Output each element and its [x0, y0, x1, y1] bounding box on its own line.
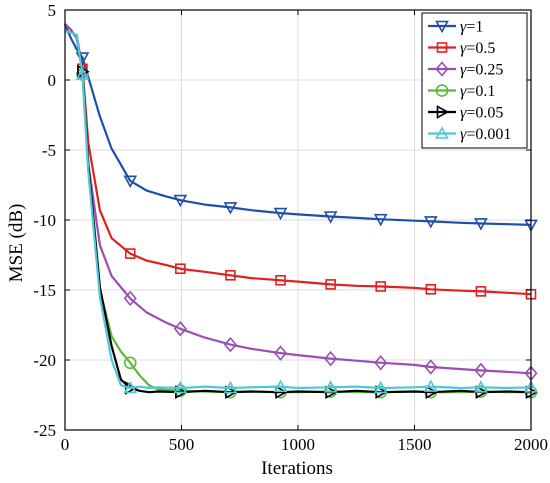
legend-value: =0.001 [466, 126, 511, 143]
triangle-up-marker [173, 380, 188, 394]
legend: γ=1γ=0.5γ=0.25γ=0.1γ=0.05γ=0.001 [421, 12, 528, 149]
triangle-down-marker [123, 175, 138, 188]
diamond-marker [474, 362, 488, 379]
triangle-down-marker [223, 202, 238, 215]
triangle-down-marker [273, 207, 288, 221]
triangle-down-marker [435, 20, 449, 34]
triangle-up-marker [273, 379, 288, 392]
triangle-up-marker [323, 380, 338, 393]
legend-value: =0.25 [466, 62, 503, 79]
legend-label: γ=0.05 [460, 105, 503, 122]
legend-gamma-symbol: γ [460, 40, 467, 57]
diamond-marker [374, 354, 388, 371]
legend-value: =0.05 [466, 105, 503, 122]
legend-entry: γ=0.001 [428, 126, 511, 143]
triangle-right-marker [124, 381, 138, 395]
square-marker [475, 286, 487, 297]
square-marker [425, 283, 437, 295]
y-tick-label: -20 [33, 351, 56, 370]
triangle-up-marker [435, 126, 449, 139]
square-marker [124, 248, 136, 259]
circle-marker [435, 84, 449, 97]
diamond-marker [123, 290, 137, 307]
axes: 0 500 1000 1500 2000 5 0 -5 -10 -15 -20 -25 [33, 1, 548, 454]
legend-label: γ=0.25 [460, 62, 503, 79]
legend-gamma-symbol: γ [460, 62, 467, 79]
legend-box [421, 12, 528, 149]
diamond-marker [435, 61, 449, 77]
legend-entry: γ=1 [428, 19, 483, 36]
triangle-down-marker [323, 211, 338, 224]
legend-value: =1 [466, 19, 483, 36]
square-marker [325, 279, 336, 290]
series-line [64, 29, 532, 390]
y-tick-label: -15 [33, 281, 56, 300]
y-tick-label: -10 [33, 211, 56, 230]
square-marker [225, 269, 236, 281]
legend-gamma-symbol: γ [460, 105, 467, 122]
diamond-marker [223, 336, 237, 353]
legend-entry: γ=0.1 [428, 83, 495, 100]
triangle-right-marker [275, 385, 288, 400]
x-tick-label: 2000 [514, 435, 548, 454]
triangle-up-marker [123, 380, 138, 394]
triangle-up-marker [223, 380, 238, 394]
square-marker [375, 281, 387, 292]
legend-gamma-symbol: γ [460, 83, 467, 100]
circle-marker [174, 384, 187, 398]
diamond-marker [173, 320, 187, 337]
triangle-up-marker [373, 380, 388, 394]
legend-entry: γ=0.25 [428, 61, 503, 79]
diamond-marker [324, 350, 338, 367]
grid [65, 10, 531, 430]
triangle-up-marker [474, 380, 488, 393]
series-1 [63, 23, 538, 233]
diamond-marker [424, 359, 438, 375]
series-2 [64, 23, 537, 300]
series-6 [64, 29, 538, 394]
legend-label: γ=0.1 [460, 83, 495, 100]
diamond-marker [273, 345, 288, 361]
triangle-down-marker [423, 216, 438, 229]
triangle-right-marker [425, 385, 438, 400]
series-line [63, 23, 532, 226]
x-tick-label: 1000 [281, 435, 315, 454]
legend-gamma-symbol: γ [460, 126, 467, 143]
triangle-down-marker [173, 194, 188, 208]
x-tick-label: 500 [169, 435, 195, 454]
x-axis-label: Iterations [261, 458, 333, 479]
y-tick-label: -5 [42, 141, 56, 160]
series-layer [63, 23, 539, 400]
y-tick-label: -25 [33, 421, 56, 440]
square-marker [436, 42, 448, 53]
x-tick-label: 1500 [398, 435, 432, 454]
y-tick-label: 5 [48, 1, 57, 20]
legend-label: γ=0.5 [460, 40, 495, 57]
legend-gamma-symbol: γ [460, 19, 467, 36]
triangle-down-marker [373, 213, 388, 227]
square-marker [175, 263, 186, 275]
triangle-down-marker [474, 218, 488, 231]
legend-label: γ=1 [460, 19, 483, 36]
square-marker [275, 274, 286, 286]
legend-label: γ=0.001 [460, 126, 511, 143]
legend-entry: γ=0.5 [428, 40, 495, 57]
triangle-right-marker [436, 105, 450, 119]
triangle-up-marker [75, 67, 90, 80]
legend-entry: γ=0.05 [428, 105, 503, 122]
triangle-up-marker [423, 379, 438, 392]
legend-value: =0.1 [466, 83, 495, 100]
x-tick-label: 0 [61, 435, 70, 454]
y-tick-label: 0 [48, 71, 57, 90]
y-axis-label: MSE (dB) [6, 204, 27, 283]
series-line [64, 23, 532, 296]
legend-value: =0.5 [466, 40, 495, 57]
circle-marker [123, 356, 137, 370]
